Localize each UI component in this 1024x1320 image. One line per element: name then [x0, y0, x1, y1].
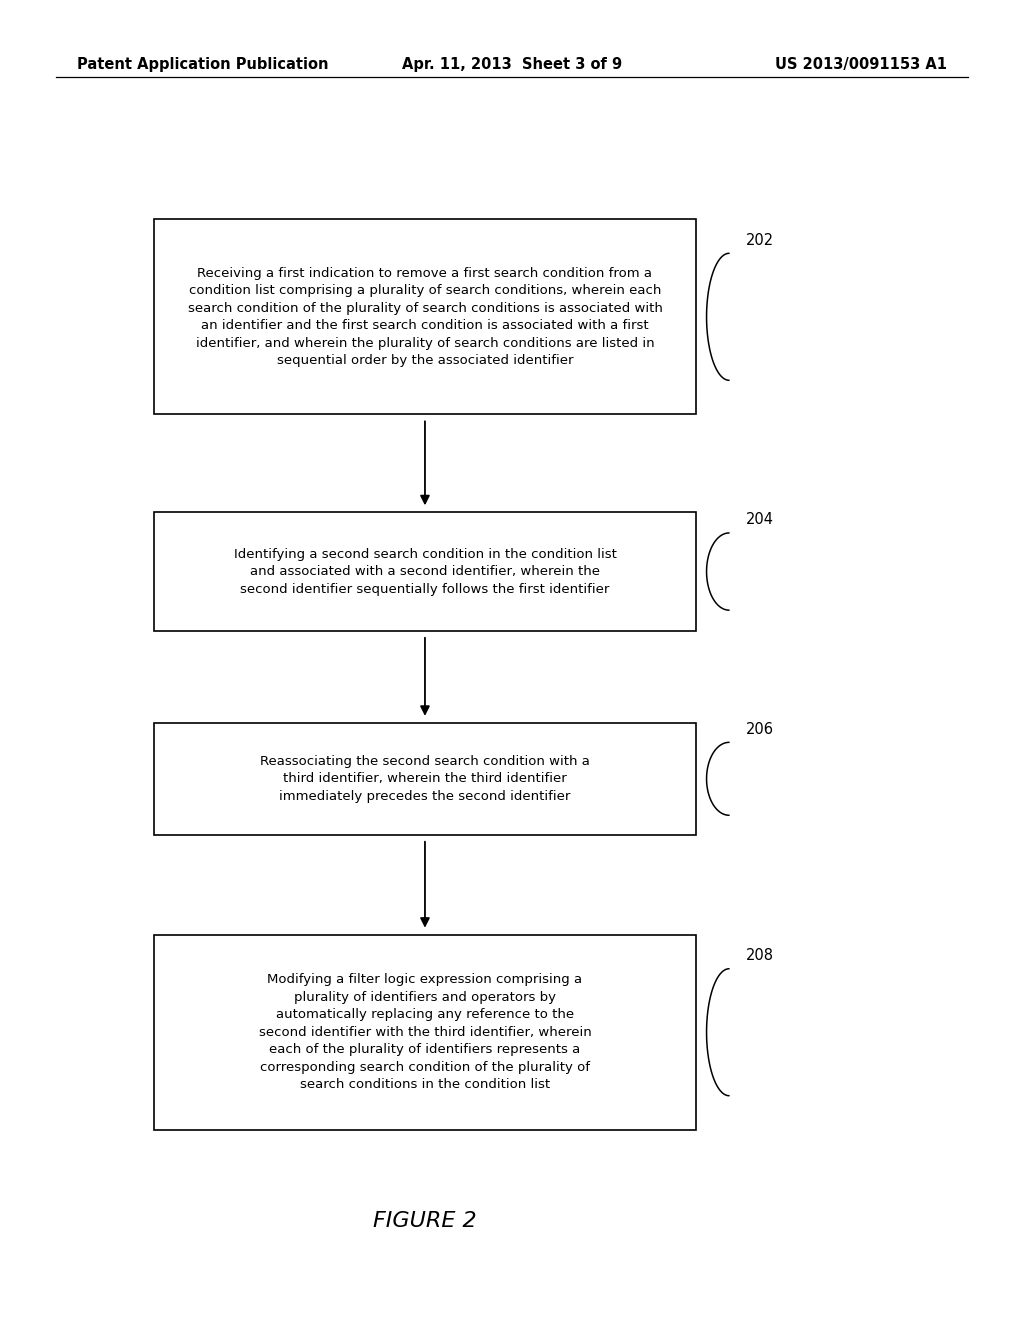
Text: 204: 204 — [745, 512, 773, 527]
Text: Identifying a second search condition in the condition list
and associated with : Identifying a second search condition in… — [233, 548, 616, 595]
Text: 202: 202 — [745, 232, 773, 248]
Text: Patent Application Publication: Patent Application Publication — [77, 57, 329, 71]
Text: US 2013/0091153 A1: US 2013/0091153 A1 — [775, 57, 947, 71]
Text: FIGURE 2: FIGURE 2 — [373, 1210, 477, 1232]
Text: Reassociating the second search condition with a
third identifier, wherein the t: Reassociating the second search conditio… — [260, 755, 590, 803]
Bar — [154, 723, 696, 836]
Bar — [154, 935, 696, 1130]
Text: Modifying a filter logic expression comprising a
plurality of identifiers and op: Modifying a filter logic expression comp… — [259, 973, 591, 1092]
Bar — [154, 219, 696, 414]
Text: 208: 208 — [745, 948, 773, 964]
Text: Apr. 11, 2013  Sheet 3 of 9: Apr. 11, 2013 Sheet 3 of 9 — [402, 57, 622, 71]
Text: Receiving a first indication to remove a first search condition from a
condition: Receiving a first indication to remove a… — [187, 267, 663, 367]
Bar — [154, 512, 696, 631]
Text: 206: 206 — [745, 722, 773, 737]
